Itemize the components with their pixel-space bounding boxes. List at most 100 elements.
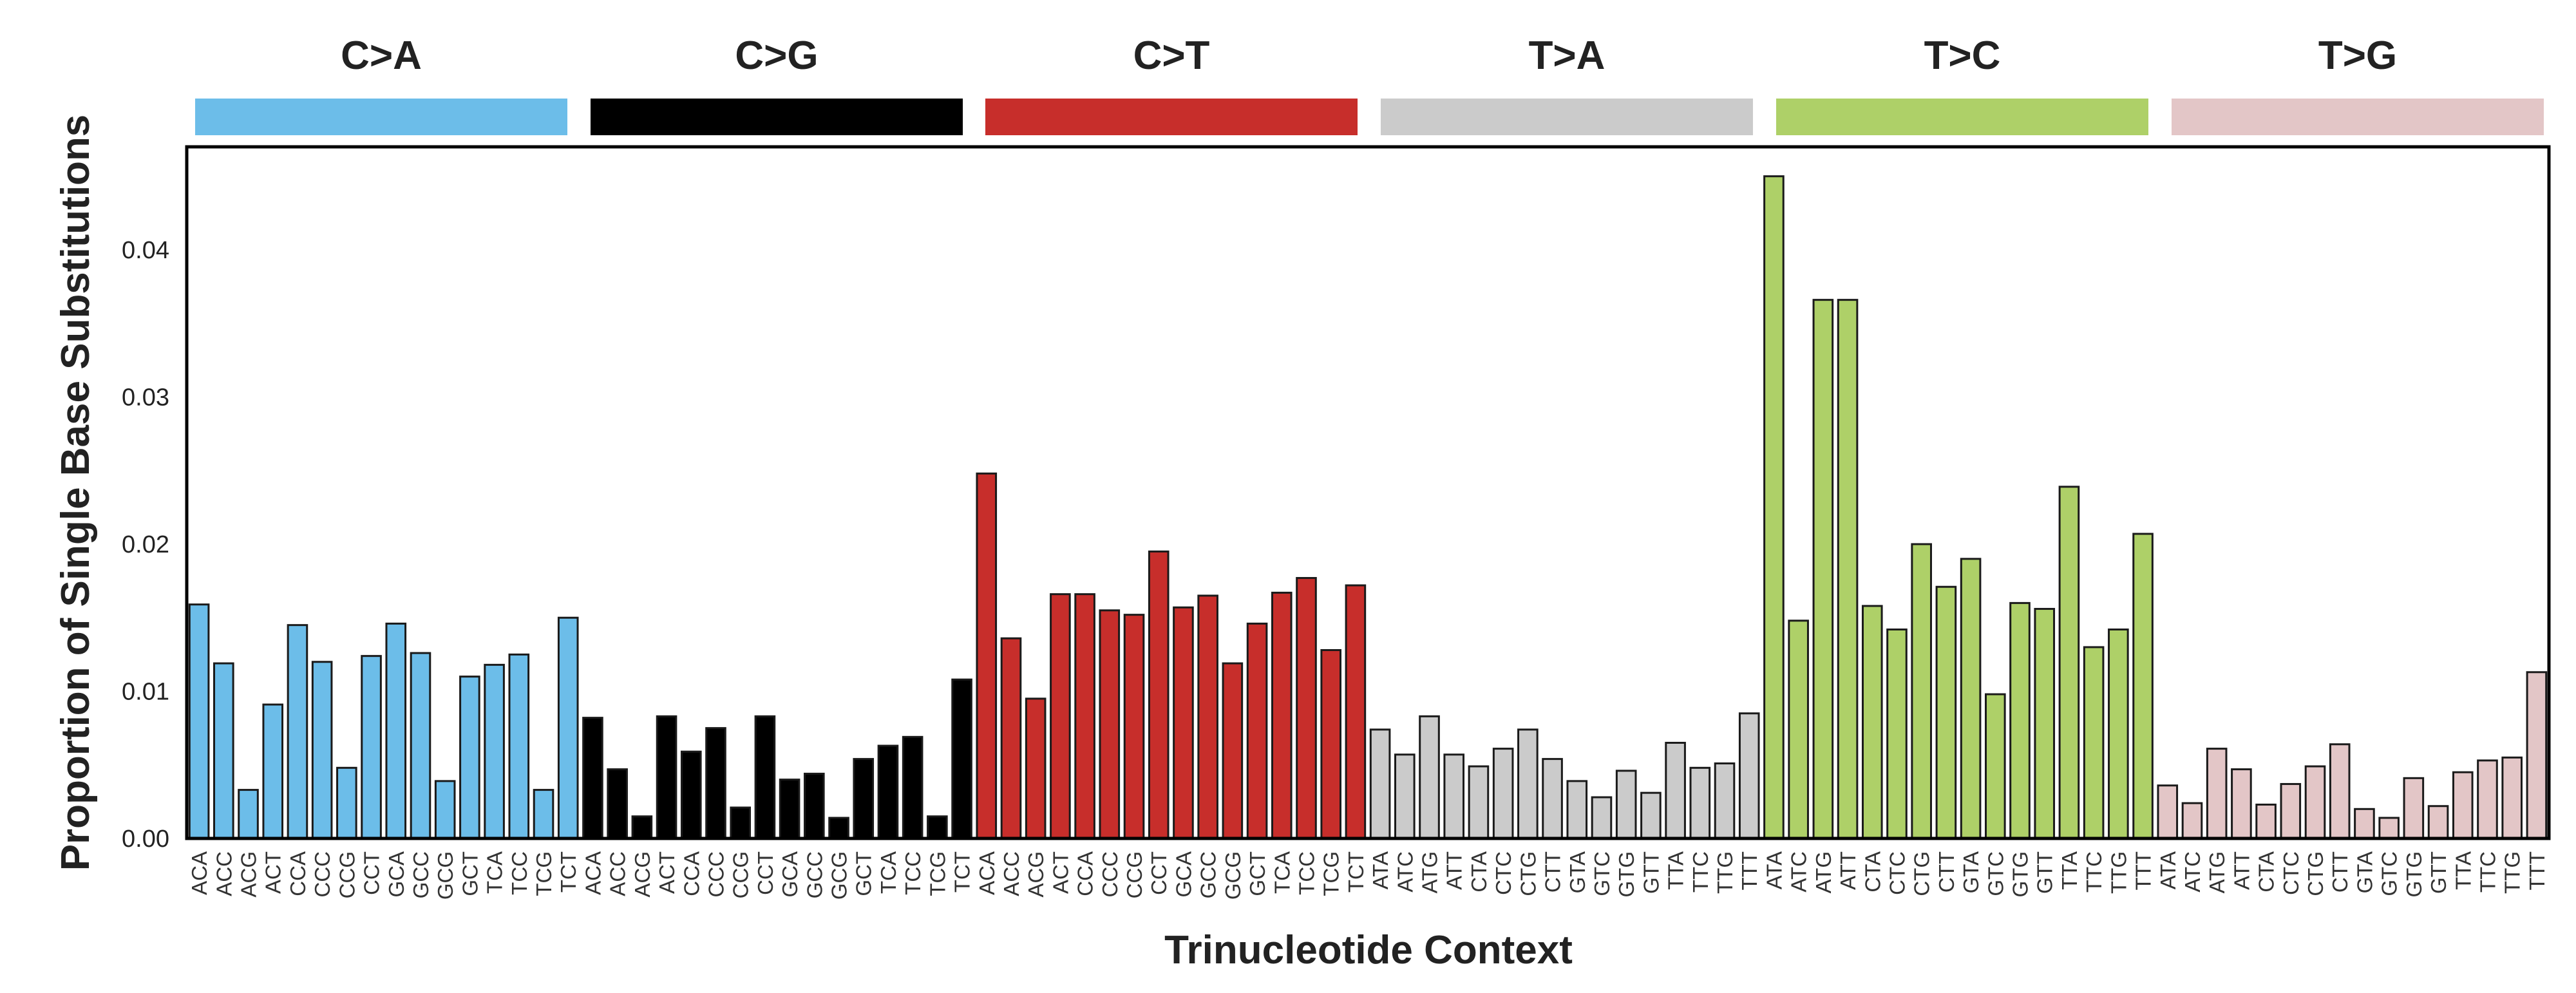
bar [410, 652, 431, 840]
x-category-label: GCC [1197, 851, 1220, 898]
bar [1271, 591, 1293, 840]
x-category-label: ATG [2205, 851, 2229, 893]
bars [188, 175, 2548, 840]
x-category-label: ATA [1762, 851, 1786, 889]
x-category-label: ACT [655, 851, 679, 894]
group-label: T>A [1529, 33, 1605, 78]
group-color-strip [1776, 99, 2148, 135]
x-category-label: TTT [2525, 851, 2549, 890]
x-category-label: GCA [1171, 851, 1195, 898]
x-category-label: CCA [1074, 851, 1097, 896]
x-category-label: CCG [729, 851, 753, 898]
x-category-label: TCG [1320, 851, 1343, 896]
bar [508, 653, 530, 840]
bar [951, 678, 972, 840]
x-category-label: TTT [2132, 851, 2155, 890]
bar [2501, 756, 2523, 840]
x-category-label: TTA [1664, 851, 1688, 890]
bar [804, 772, 825, 840]
bar [385, 622, 407, 840]
x-category-label: CTG [1910, 851, 1934, 896]
x-category-label: ATA [2156, 851, 2180, 889]
x-category-label: TCG [532, 851, 556, 896]
bar [1763, 175, 1785, 840]
bar [1517, 728, 1539, 840]
bar [1714, 762, 1736, 840]
x-category-label: TTA [2058, 851, 2081, 890]
x-category-label: TCG [925, 851, 949, 896]
bar [336, 766, 357, 840]
x-category-label: GCT [852, 851, 876, 896]
x-category-label: TCT [951, 851, 974, 893]
bar [1074, 593, 1095, 840]
plot-frame [185, 145, 2551, 840]
bar [656, 715, 677, 840]
bar [853, 758, 875, 840]
x-category-label: TCC [1294, 851, 1318, 895]
x-category-label: CTC [1885, 851, 1909, 895]
x-category-label: ACT [261, 851, 285, 894]
bar [2083, 646, 2105, 840]
x-category-label: GTA [2353, 851, 2376, 893]
x-category-label: GCA [778, 851, 802, 898]
bar [361, 655, 382, 840]
x-category-label: ATG [1418, 851, 1442, 893]
x-category-label: ATG [1812, 851, 1835, 893]
bar [2526, 671, 2548, 840]
bar [1222, 662, 1244, 840]
group-label: C>T [1133, 33, 1210, 78]
bar [2231, 768, 2252, 840]
x-category-label: TCA [1270, 851, 1294, 894]
bar [2280, 782, 2302, 840]
x-category-label: TTC [1689, 851, 1712, 893]
bar [1542, 758, 1563, 840]
x-category-label: CTC [1492, 851, 1515, 895]
x-category-label: ACC [606, 851, 630, 896]
bar [1935, 585, 1957, 840]
group-label: T>C [1924, 33, 2001, 78]
x-category-label: CTT [1935, 851, 1958, 893]
bar [1173, 606, 1194, 840]
bar [730, 806, 751, 840]
x-category-label: CCC [1098, 851, 1122, 898]
bar [1123, 614, 1145, 840]
x-category-label: ATT [1836, 851, 1860, 890]
bar [311, 661, 333, 840]
x-category-label: GTC [2378, 851, 2401, 896]
group-color-strip [1381, 99, 1753, 135]
bar [1468, 765, 1490, 840]
x-category-label: CTT [1541, 851, 1565, 893]
x-category-label: TTA [2451, 851, 2475, 890]
bar [1738, 712, 1760, 840]
x-category-label: CTT [2328, 851, 2352, 893]
bar [533, 789, 554, 840]
x-category-label: ACA [975, 851, 999, 895]
x-category-label: CTA [1467, 851, 1491, 893]
y-tick-label: 0.03 [122, 384, 169, 411]
bar [213, 662, 234, 840]
bar [779, 779, 800, 840]
bar [2181, 802, 2203, 840]
bar [2378, 817, 2400, 840]
bar [1000, 637, 1022, 840]
bar [2477, 759, 2498, 840]
x-category-labels: ACA ACC ACG ACT CCA CCC CCG CCT GCA GCC GCG GCT TCA T… [187, 851, 2549, 900]
bar [2034, 608, 2056, 840]
bar [1861, 605, 1883, 840]
bar [877, 744, 899, 840]
x-category-label: CCA [679, 851, 703, 896]
x-category-label: GCT [1245, 851, 1269, 896]
x-category-label: CCG [1122, 851, 1146, 898]
bar [2157, 784, 2179, 840]
bar [434, 780, 456, 840]
x-category-label: ATC [2181, 851, 2204, 893]
y-axis-label: Proportion of Single Base Substitutions [53, 115, 98, 871]
x-category-label: GTT [2427, 851, 2450, 894]
bar [1320, 649, 1341, 840]
bar [1099, 609, 1121, 840]
x-category-label: GCC [409, 851, 433, 898]
x-category-label: CTA [1861, 851, 1884, 893]
x-category-label: GTA [1959, 851, 1983, 893]
bar [1591, 796, 1613, 840]
x-category-label: CCC [704, 851, 728, 898]
